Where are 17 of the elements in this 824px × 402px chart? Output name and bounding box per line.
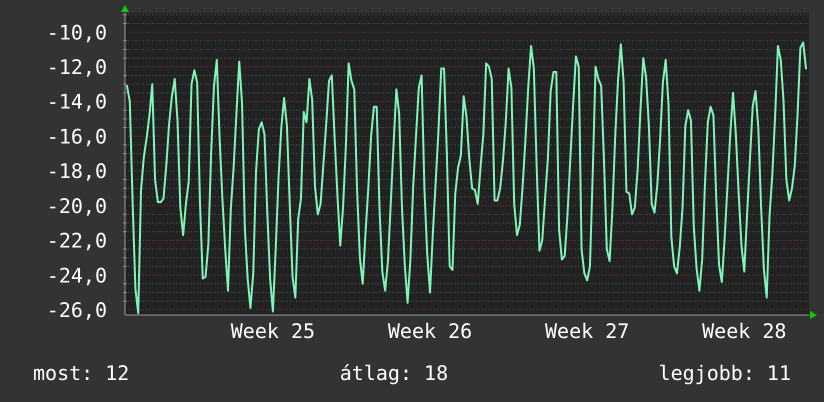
y-tick-label: -20,0	[46, 194, 107, 218]
text: átlag: 18	[340, 361, 448, 385]
y-tick-label: -16,0	[46, 124, 107, 148]
text: most: 12	[33, 361, 130, 385]
x-tick-label: Week 27	[545, 319, 630, 343]
y-tick-label: -14,0	[46, 90, 107, 114]
text: legjobb: 11	[658, 361, 791, 385]
y-tick-label: -12,0	[46, 55, 107, 80]
y-tick-label: -24,0	[46, 263, 107, 288]
line-series	[126, 42, 807, 314]
y-tick-label: -22,0	[46, 228, 107, 253]
x-tick-label: Week 26	[388, 319, 472, 343]
y-tick-label: -10,0	[46, 20, 107, 44]
y-tick-label: -26,0	[46, 298, 107, 322]
x-tick-label: Week 28	[702, 319, 786, 343]
y-tick-label: -18,0	[46, 159, 107, 184]
x-tick-label: Week 25	[230, 319, 316, 343]
